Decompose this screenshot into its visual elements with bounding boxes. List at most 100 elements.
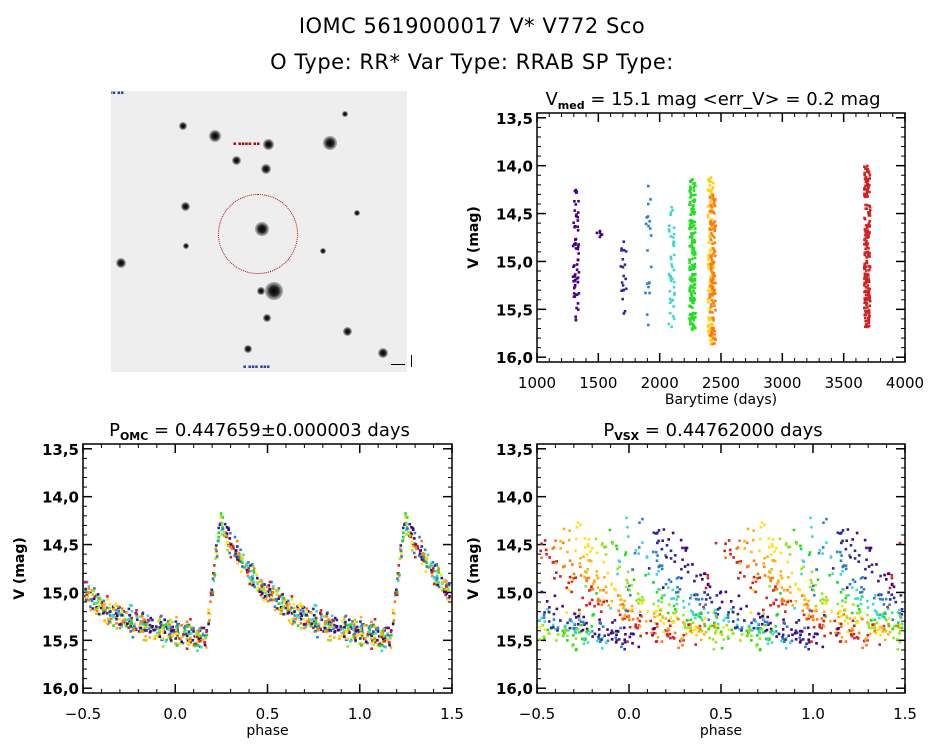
data-point [836,581,839,584]
data-point [413,531,417,535]
data-point [780,577,784,580]
data-point [710,246,713,250]
chart-title-rest: = 15.1 mag <err_V> = 0.2 mag [585,89,881,110]
data-point [236,545,239,548]
data-point [416,547,420,550]
data-point [769,604,772,607]
data-point [110,617,113,621]
data-point [845,594,848,597]
data-point [860,590,864,594]
data-point [710,305,713,309]
data-point [658,564,662,567]
data-point [92,597,96,600]
data-point [226,549,229,552]
data-point [675,602,679,606]
data-point [812,625,816,629]
data-point [207,611,210,615]
data-point [117,609,121,613]
data-point [863,165,866,168]
data-point [595,592,598,595]
data-point [810,570,814,574]
data-point [691,306,694,309]
data-point [863,253,867,257]
data-point [578,608,581,612]
data-point [317,625,320,628]
data-point [373,637,376,641]
data-point [414,555,417,559]
data-point [712,222,715,225]
data-point [445,585,448,588]
data-point [304,625,308,628]
data-point [360,643,363,647]
data-point [405,533,408,536]
data-point [593,580,596,584]
data-point [96,606,100,610]
data-point [344,614,348,618]
data-point [682,638,685,642]
data-point [692,264,696,267]
data-point [809,516,812,520]
data-point [258,590,262,593]
data-point [419,549,422,552]
data-point [368,624,372,628]
data-point [116,605,120,608]
data-point [353,632,356,636]
data-point [864,236,868,240]
data-point [691,621,695,625]
data-point [780,599,784,603]
data-point [668,297,672,301]
data-point [250,569,253,573]
data-point [647,184,650,188]
data-point [735,623,739,627]
data-point [711,242,715,246]
data-point [564,627,567,631]
data-point [708,262,712,266]
data-point [713,250,717,254]
data-point [568,575,572,579]
data-point [648,227,652,230]
data-point [262,589,266,592]
data-point [566,621,569,625]
data-point [811,588,814,591]
data-point [596,639,599,643]
data-point [570,578,574,581]
data-point [863,173,866,177]
data-point [714,281,717,285]
data-point [846,630,850,634]
x-tick-label: 0.5 [709,705,733,723]
data-point [256,589,260,592]
data-point [873,618,877,622]
data-point [156,631,159,635]
data-point [706,258,710,261]
data-point [433,564,437,567]
data-point [425,561,429,564]
data-point [774,625,778,628]
data-point [201,638,205,641]
data-point [900,613,904,616]
data-point [448,595,451,598]
data-point [322,630,325,633]
data-point [678,588,682,591]
data-point [710,322,714,325]
data-point [708,289,711,293]
data-point [382,638,385,641]
y-tick-label: 15,5 [496,301,533,319]
data-point [851,627,854,630]
data-point [329,625,332,629]
data-point [610,638,614,641]
data-point [866,229,869,233]
data-point [159,620,163,624]
data-point [692,318,696,322]
data-point [866,606,870,609]
data-point [823,634,826,638]
data-point [863,262,866,266]
data-point [170,620,174,624]
data-point [845,614,849,618]
data-point [779,574,783,577]
y-tick-label: 15,0 [42,584,79,602]
data-point [863,192,866,196]
data-point [178,642,181,645]
star [320,248,326,254]
data-point [192,630,195,633]
data-point [591,635,594,638]
